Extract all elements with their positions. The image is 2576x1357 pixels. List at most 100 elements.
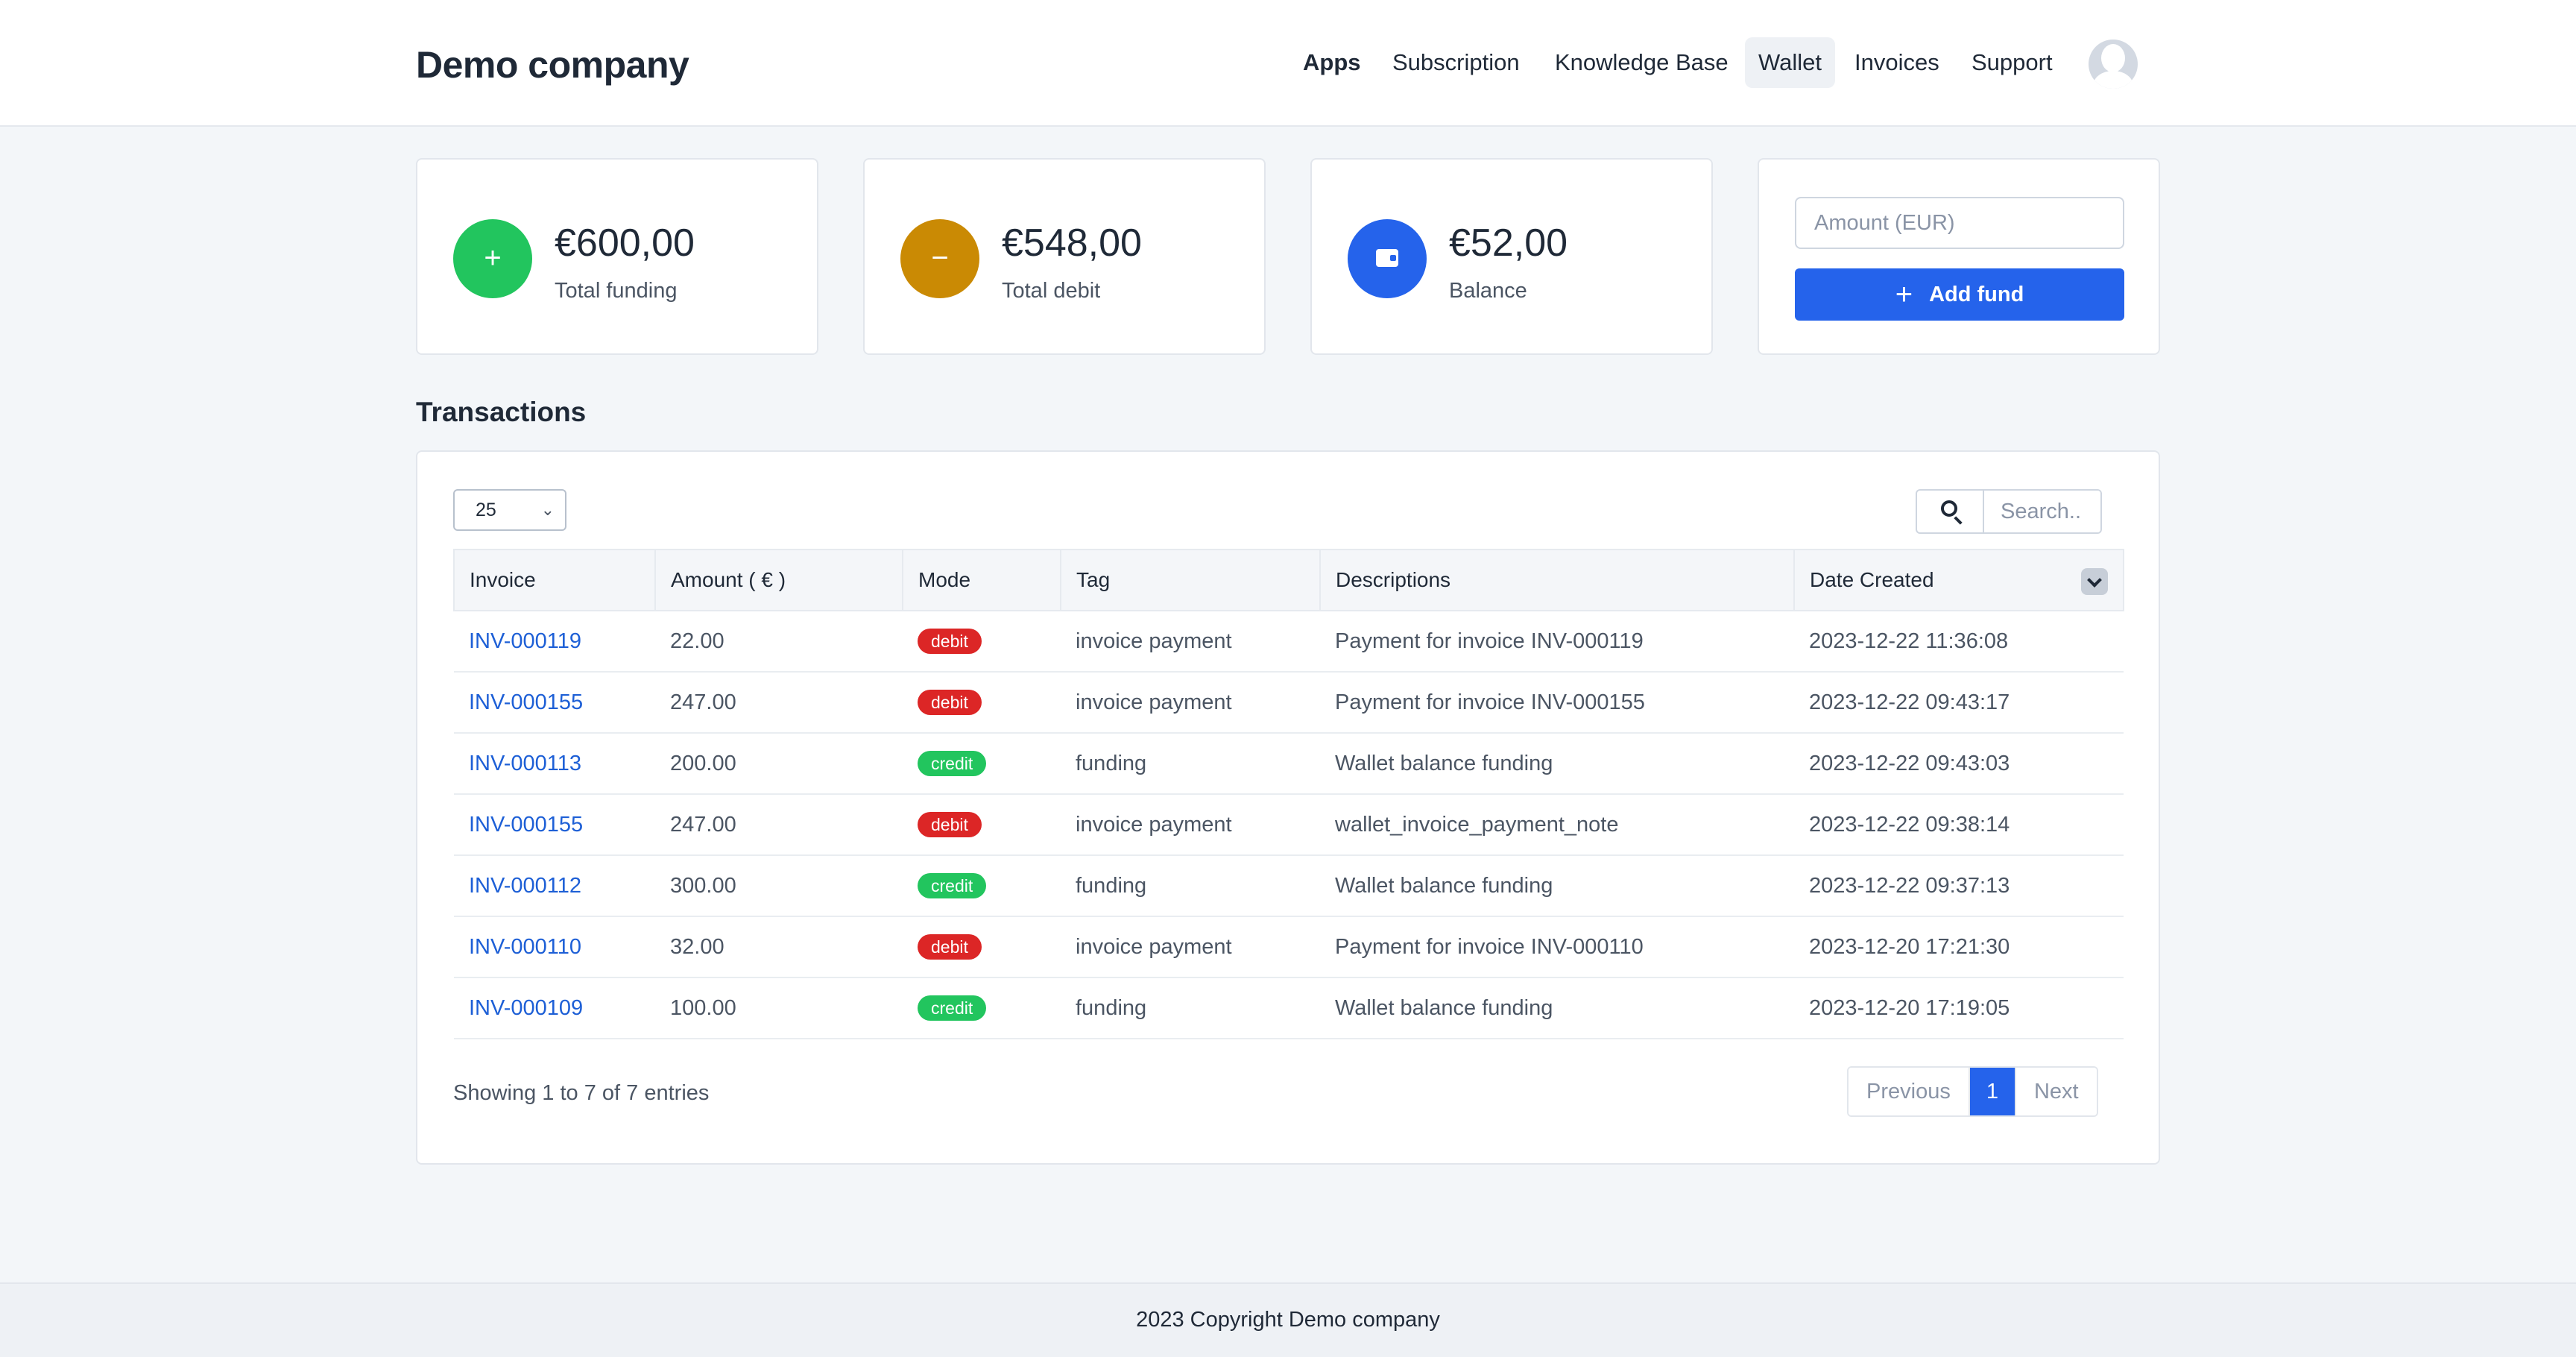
add-fund-card: + Add fund xyxy=(1758,158,2160,355)
tag-cell: invoice payment xyxy=(1061,672,1320,734)
user-avatar[interactable] xyxy=(2089,40,2138,89)
entries-info: Showing 1 to 7 of 7 entries xyxy=(453,1081,710,1105)
total-funding-label: Total funding xyxy=(555,279,678,303)
footer-copyright: 2023 Copyright Demo company xyxy=(1136,1308,1440,1332)
mode-badge: debit xyxy=(918,812,982,837)
amount-cell: 300.00 xyxy=(655,855,903,917)
previous-page-button[interactable]: Previous xyxy=(1849,1068,1970,1115)
transactions-title: Transactions xyxy=(416,397,587,427)
table-row: INV-000113 200.00 credit funding Wallet … xyxy=(454,733,2124,795)
date-cell: 2023-12-22 11:36:08 xyxy=(1794,611,2124,673)
table-row: INV-000110 32.00 debit invoice payment P… xyxy=(454,916,2124,978)
minus-icon: − xyxy=(900,219,979,298)
nav-invoices[interactable]: Invoices xyxy=(1854,49,1939,75)
transactions-table: Invoice Amount ( € ) Mode Tag Descriptio… xyxy=(453,549,2124,1039)
invoice-link[interactable]: INV-000112 xyxy=(469,873,582,898)
table-row: INV-000155 247.00 debit invoice payment … xyxy=(454,794,2124,856)
invoice-link[interactable]: INV-000109 xyxy=(469,995,584,1020)
pagination: Previous 1 Next xyxy=(1847,1066,2098,1117)
balance-card: €52,00 Balance xyxy=(1310,158,1713,355)
date-cell: 2023-12-22 09:37:13 xyxy=(1794,855,2124,917)
page-1-button[interactable]: 1 xyxy=(1969,1068,2015,1115)
next-page-button[interactable]: Next xyxy=(2014,1068,2097,1115)
invoice-link[interactable]: INV-000119 xyxy=(469,629,582,653)
table-row: INV-000109 100.00 credit funding Wallet … xyxy=(454,977,2124,1039)
description-cell: Wallet balance funding xyxy=(1320,733,1794,795)
search-button[interactable] xyxy=(1917,491,1984,532)
sort-chevron-icon[interactable] xyxy=(2081,568,2108,595)
search-input[interactable] xyxy=(1986,491,2100,532)
amount-cell: 22.00 xyxy=(655,611,903,673)
tag-cell: funding xyxy=(1061,855,1320,917)
plus-icon: + xyxy=(453,219,532,298)
col-date-created-label: Date Created xyxy=(1810,568,1934,591)
mode-badge: debit xyxy=(918,629,982,654)
transactions-card: 25 ⌄ Invoice Amount ( € ) Mode Tag Descr… xyxy=(416,450,2160,1165)
col-amount[interactable]: Amount ( € ) xyxy=(655,549,903,611)
add-fund-label: Add fund xyxy=(1929,282,2024,306)
total-funding-card: + €600,00 Total funding xyxy=(416,158,818,355)
col-date-created[interactable]: Date Created xyxy=(1794,549,2124,611)
amount-cell: 32.00 xyxy=(655,916,903,978)
avatar-head xyxy=(2101,44,2125,72)
table-row: INV-000119 22.00 debit invoice payment P… xyxy=(454,611,2124,673)
date-cell: 2023-12-22 09:38:14 xyxy=(1794,794,2124,856)
invoice-link[interactable]: INV-000155 xyxy=(469,812,584,837)
col-invoice[interactable]: Invoice xyxy=(453,549,656,611)
add-fund-button[interactable]: + Add fund xyxy=(1795,268,2124,321)
table-row: INV-000155 247.00 debit invoice payment … xyxy=(454,672,2124,734)
footer: 2023 Copyright Demo company xyxy=(0,1282,2576,1357)
date-cell: 2023-12-20 17:19:05 xyxy=(1794,977,2124,1039)
tag-cell: invoice payment xyxy=(1061,916,1320,978)
mode-badge: debit xyxy=(918,934,982,960)
amount-input[interactable] xyxy=(1795,197,2124,249)
total-debit-card: − €548,00 Total debit xyxy=(863,158,1266,355)
tag-cell: invoice payment xyxy=(1061,794,1320,856)
table-header-row: Invoice Amount ( € ) Mode Tag Descriptio… xyxy=(453,549,2124,611)
nav-support[interactable]: Support xyxy=(1972,49,2053,75)
amount-cell: 247.00 xyxy=(655,794,903,856)
mode-badge: debit xyxy=(918,690,982,715)
date-cell: 2023-12-22 09:43:17 xyxy=(1794,672,2124,734)
description-cell: wallet_invoice_payment_note xyxy=(1320,794,1794,856)
total-funding-value: €600,00 xyxy=(555,221,695,265)
date-cell: 2023-12-22 09:43:03 xyxy=(1794,733,2124,795)
mode-badge: credit xyxy=(918,873,987,898)
total-debit-value: €548,00 xyxy=(1002,221,1142,265)
description-cell: Wallet balance funding xyxy=(1320,855,1794,917)
plus-icon: + xyxy=(1895,278,1913,311)
invoice-link[interactable]: INV-000155 xyxy=(469,690,584,714)
tag-cell: invoice payment xyxy=(1061,611,1320,673)
tag-cell: funding xyxy=(1061,733,1320,795)
tag-cell: funding xyxy=(1061,977,1320,1039)
search-group xyxy=(1916,489,2102,534)
nav-apps[interactable]: Apps xyxy=(1303,49,1361,75)
amount-cell: 200.00 xyxy=(655,733,903,795)
date-cell: 2023-12-20 17:21:30 xyxy=(1794,916,2124,978)
total-debit-label: Total debit xyxy=(1002,279,1101,303)
nav-knowledge-base[interactable]: Knowledge Base xyxy=(1555,49,1729,75)
brand-name[interactable]: Demo company xyxy=(416,44,689,86)
search-icon xyxy=(1941,500,1957,517)
description-cell: Payment for invoice INV-000110 xyxy=(1320,916,1794,978)
balance-label: Balance xyxy=(1449,279,1527,303)
description-cell: Payment for invoice INV-000155 xyxy=(1320,672,1794,734)
top-navbar: Demo company Apps Subscription Knowledge… xyxy=(0,0,2576,127)
amount-cell: 247.00 xyxy=(655,672,903,734)
description-cell: Payment for invoice INV-000119 xyxy=(1320,611,1794,673)
wallet-icon xyxy=(1348,219,1427,298)
page-size-select[interactable]: 25 ⌄ xyxy=(453,489,566,531)
nav-wallet[interactable]: Wallet xyxy=(1745,37,1835,88)
balance-value: €52,00 xyxy=(1449,221,1568,265)
col-mode[interactable]: Mode xyxy=(903,549,1061,611)
col-descriptions[interactable]: Descriptions xyxy=(1320,549,1795,611)
nav-subscription[interactable]: Subscription xyxy=(1392,49,1520,75)
amount-cell: 100.00 xyxy=(655,977,903,1039)
table-row: INV-000112 300.00 credit funding Wallet … xyxy=(454,855,2124,917)
mode-badge: credit xyxy=(918,995,987,1021)
invoice-link[interactable]: INV-000113 xyxy=(469,751,582,775)
col-tag[interactable]: Tag xyxy=(1061,549,1321,611)
wallet-glyph xyxy=(1376,249,1398,267)
page-size-value: 25 xyxy=(476,500,496,520)
invoice-link[interactable]: INV-000110 xyxy=(469,934,582,959)
